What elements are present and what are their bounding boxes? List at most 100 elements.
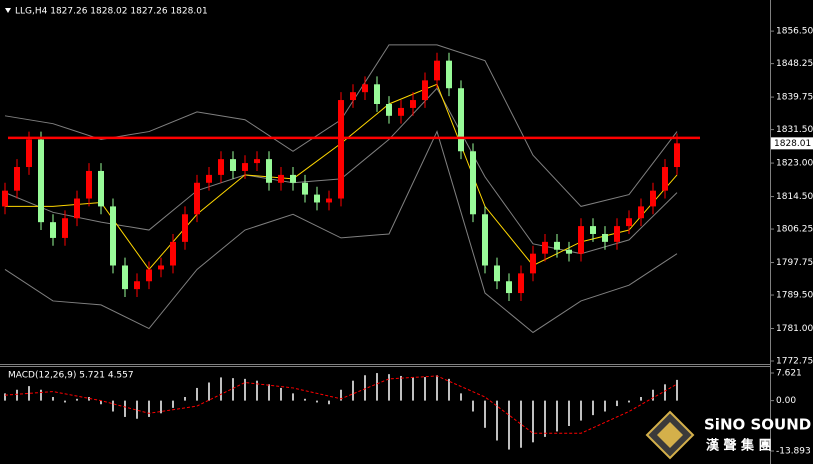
candle-body: [398, 107, 404, 116]
indicator-line: [4, 130, 678, 334]
candle-body: [38, 139, 44, 223]
macd-bar: [172, 400, 174, 408]
candle-body: [290, 174, 296, 183]
candle-body: [458, 88, 464, 152]
candle-body: [218, 159, 224, 175]
candle-body: [50, 222, 56, 238]
macd-bar: [424, 377, 426, 401]
candle-body: [26, 139, 32, 168]
candle-body: [530, 253, 536, 274]
chart-title: LLG,H4 1827.26 1828.02 1827.26 1828.01: [15, 7, 208, 17]
macd-bar: [436, 375, 438, 401]
macd-bar: [532, 400, 534, 443]
candle-body: [506, 281, 512, 294]
y-tick-label: 1831.50: [776, 125, 813, 135]
macd-bar: [40, 389, 42, 401]
macd-bar: [232, 378, 234, 401]
macd-bar: [352, 380, 354, 401]
macd-bar: [556, 400, 558, 432]
macd-bar: [292, 393, 294, 401]
candle-body: [386, 103, 392, 116]
macd-bar: [376, 373, 378, 401]
macd-bar: [568, 400, 570, 426]
macd-bar: [256, 380, 258, 401]
candle-body: [614, 226, 620, 242]
macd-bar: [196, 387, 198, 401]
macd-bar: [400, 375, 402, 401]
y-tick-label: 1797.75: [776, 258, 813, 268]
macd-bar: [328, 400, 330, 405]
indicator-line: [4, 375, 678, 434]
candle-body: [578, 226, 584, 254]
candle-body: [182, 214, 188, 242]
logo-brand: SiNO SOUND: [704, 416, 811, 434]
macd-bar: [88, 396, 90, 401]
candle-body: [146, 269, 152, 282]
y-tick-label: 1848.25: [776, 59, 813, 69]
macd-bar: [448, 378, 450, 401]
candle-body: [662, 167, 668, 191]
y-tick-label: 1839.75: [776, 93, 813, 103]
macd-bar: [220, 377, 222, 401]
y-tick-label: 0.00: [776, 396, 796, 406]
candle-body: [590, 226, 596, 234]
macd-bar: [112, 400, 114, 412]
candle-body: [410, 100, 416, 108]
macd-bar: [544, 400, 546, 437]
candle-body: [362, 84, 368, 93]
macd-bar: [184, 396, 186, 401]
macd-bar: [520, 400, 522, 448]
candle-body: [170, 241, 176, 266]
candle-body: [194, 182, 200, 215]
macd-bar: [364, 375, 366, 401]
macd-bar: [388, 374, 390, 401]
candle-body: [482, 214, 488, 266]
candle-body: [98, 170, 104, 207]
candle-body: [338, 100, 344, 199]
candle-body: [86, 170, 92, 199]
last-price-box: [771, 137, 813, 150]
candle-body: [566, 249, 572, 254]
macd-bar: [496, 400, 498, 441]
candle-body: [254, 159, 260, 164]
candle-body: [62, 218, 68, 238]
candle-body: [638, 206, 644, 219]
candle-body: [554, 241, 560, 250]
candle-body: [374, 84, 380, 104]
candle-body: [602, 233, 608, 242]
candle-body: [2, 190, 8, 207]
logo-inner: [657, 422, 683, 448]
candle-body: [350, 92, 356, 101]
candle-body: [434, 60, 440, 81]
candle-body: [206, 174, 212, 183]
candle-body: [494, 265, 500, 282]
macd-bar: [616, 400, 618, 407]
candle-body: [122, 265, 128, 290]
y-tick-label: -13.893: [776, 446, 811, 456]
logo: SiNO SOUND 漢 聲 集 團: [645, 410, 811, 460]
macd-bar: [592, 400, 594, 416]
macd-bar: [16, 389, 18, 401]
logo-subtitle: 漢 聲 集 團: [706, 438, 772, 454]
y-tick-label: 1806.25: [776, 225, 813, 235]
candle-body: [674, 143, 680, 168]
macd-bar: [460, 393, 462, 401]
candle-body: [518, 273, 524, 294]
macd-title: MACD(12,26,9) 5.721 4.557: [8, 371, 134, 381]
candle-body: [266, 159, 272, 183]
macd-bar: [64, 400, 66, 403]
candle-body: [302, 182, 308, 195]
candle-body: [326, 198, 332, 203]
candle-body: [446, 60, 452, 89]
candle-body: [230, 159, 236, 171]
dropdown-icon: [5, 8, 11, 13]
macd-bar: [508, 400, 510, 450]
macd-bar: [640, 396, 642, 401]
macd-bar: [628, 400, 630, 403]
macd-bar: [604, 400, 606, 412]
macd-bar: [136, 400, 138, 419]
macd-bar: [280, 387, 282, 401]
macd-bar: [52, 396, 54, 401]
macd-bar: [664, 384, 666, 401]
